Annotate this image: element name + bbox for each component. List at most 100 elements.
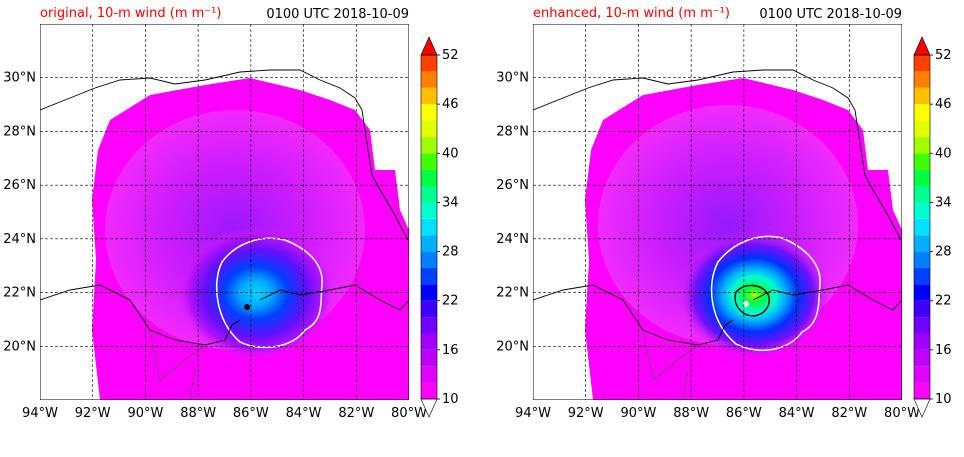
x-ticks: 94°W 92°W 90°W 88°W 86°W 84°W 82°W 80°W	[22, 406, 427, 421]
x-tick-label: 86°W	[233, 406, 269, 421]
colorbar-tick-label: 46	[935, 97, 952, 112]
colorbar-bin	[914, 284, 930, 301]
colorbar-extend-top	[420, 36, 438, 56]
colorbar-bin	[421, 317, 437, 334]
colorbar-bin	[421, 87, 437, 105]
colorbar-bin	[914, 251, 930, 268]
colorbar-tick-label: 28	[442, 245, 459, 260]
colorbar-bin	[421, 186, 437, 203]
panel-original: original, 10-m wind (m m⁻¹) 0100 UTC 201…	[3, 6, 458, 421]
y-tick-label: 28°N	[3, 124, 36, 139]
x-tick-label: 92°W	[568, 406, 604, 421]
x-tick-label: 90°W	[620, 406, 656, 421]
x-ticks: 94°W 92°W 90°W 88°W 86°W 84°W 82°W 80°W	[515, 406, 920, 421]
y-ticks: 20°N 22°N 24°N 26°N 28°N 30°N	[496, 71, 529, 355]
colorbar-bin	[914, 382, 930, 399]
colorbar: 52 46 40 34 28 22 16 10	[420, 36, 459, 418]
y-tick-label: 24°N	[3, 232, 36, 247]
x-tick-label: 82°W	[338, 406, 374, 421]
wind-contour	[710, 235, 821, 351]
colorbar-bin	[914, 267, 930, 285]
plot-area	[533, 24, 902, 400]
country-borders	[149, 329, 206, 400]
colorbar-bin	[421, 120, 437, 137]
panel-title: original, 10-m wind (m m⁻¹)	[40, 6, 221, 21]
colorbar-bin	[421, 235, 437, 252]
x-tick-label: 88°W	[673, 406, 709, 421]
colorbar-bin	[421, 382, 437, 399]
x-tick-label: 84°W	[779, 406, 815, 421]
coastline	[533, 69, 902, 346]
x-tick-label: 84°W	[286, 406, 322, 421]
colorbar: 52 46 40 34 28 22 16 10	[913, 36, 952, 418]
panel-time-label: 0100 UTC 2018-10-09	[266, 7, 409, 22]
colorbar-tick-label: 10	[935, 392, 952, 407]
x-tick-label: 86°W	[726, 406, 762, 421]
colorbar-tick-label: 46	[442, 97, 459, 112]
colorbar-tick-label: 52	[442, 48, 459, 63]
colorbar-bin	[914, 218, 930, 236]
colorbar-tick-label: 34	[442, 195, 459, 210]
colorbar-tick-label: 16	[442, 343, 459, 358]
colorbar-bin	[421, 153, 437, 170]
colorbar-bin	[421, 202, 437, 219]
colorbar-bin	[914, 202, 930, 219]
colorbar-bin	[421, 251, 437, 268]
y-tick-label: 22°N	[496, 286, 529, 301]
y-ticks: 20°N 22°N 24°N 26°N 28°N 30°N	[3, 71, 36, 355]
colorbar-tick-label: 22	[935, 294, 952, 309]
storm-wind-core	[678, 231, 830, 359]
colorbar-tick-label: 40	[442, 146, 459, 161]
x-tick-label: 90°W	[127, 406, 163, 421]
colorbar-tick-label: 28	[935, 245, 952, 260]
y-tick-label: 30°N	[496, 71, 529, 86]
panel-time-label: 0100 UTC 2018-10-09	[759, 7, 902, 22]
y-tick-label: 20°N	[3, 339, 36, 354]
colorbar-bin	[914, 136, 930, 154]
plot-area	[40, 24, 409, 400]
colorbar-tick-label: 22	[442, 294, 459, 309]
colorbar-bin	[914, 120, 930, 137]
x-tick-label: 80°W	[884, 406, 920, 421]
colorbar-tick-label: 52	[935, 48, 952, 63]
panel-title: enhanced, 10-m wind (m m⁻¹)	[533, 6, 730, 21]
colorbar-bin	[421, 104, 437, 121]
colorbar-bin	[421, 349, 437, 367]
country-borders	[642, 329, 699, 400]
colorbar-frame	[420, 54, 438, 400]
colorbar-bin	[421, 267, 437, 285]
wind-contour-strong	[734, 284, 770, 317]
storm-eye	[244, 304, 250, 310]
x-tick-label: 88°W	[180, 406, 216, 421]
colorbar-bin	[914, 186, 930, 203]
y-tick-label: 26°N	[3, 178, 36, 193]
colorbar-bin	[421, 218, 437, 236]
colorbar-bin	[421, 366, 437, 383]
colorbar-bin	[914, 71, 930, 88]
y-tick-label: 30°N	[3, 71, 36, 86]
colorbar-bin	[914, 104, 930, 121]
colorbar-bin	[914, 235, 930, 252]
colorbar-bin	[421, 333, 437, 350]
colorbar-bin	[914, 333, 930, 350]
colorbar-bin	[914, 169, 930, 187]
coastline	[40, 69, 409, 346]
colorbar-tick-label: 34	[935, 195, 952, 210]
colorbar-bin	[914, 366, 930, 383]
colorbar-bin	[914, 349, 930, 367]
colorbar-bin	[914, 87, 930, 105]
x-tick-label: 80°W	[391, 406, 427, 421]
colorbar-bin	[421, 284, 437, 301]
storm-eye	[743, 301, 749, 307]
colorbar-bin	[421, 55, 437, 72]
y-tick-label: 28°N	[496, 124, 529, 139]
colorbar-tick-label: 16	[935, 343, 952, 358]
panel-enhanced: enhanced, 10-m wind (m m⁻¹) 0100 UTC 201…	[496, 6, 951, 421]
colorbar-tick-label: 10	[442, 392, 459, 407]
colorbar-bin	[914, 300, 930, 318]
colorbar-bin	[914, 55, 930, 72]
colorbar-bin	[421, 169, 437, 187]
colorbar-bin	[421, 300, 437, 318]
colorbar-extend-top	[913, 36, 931, 56]
